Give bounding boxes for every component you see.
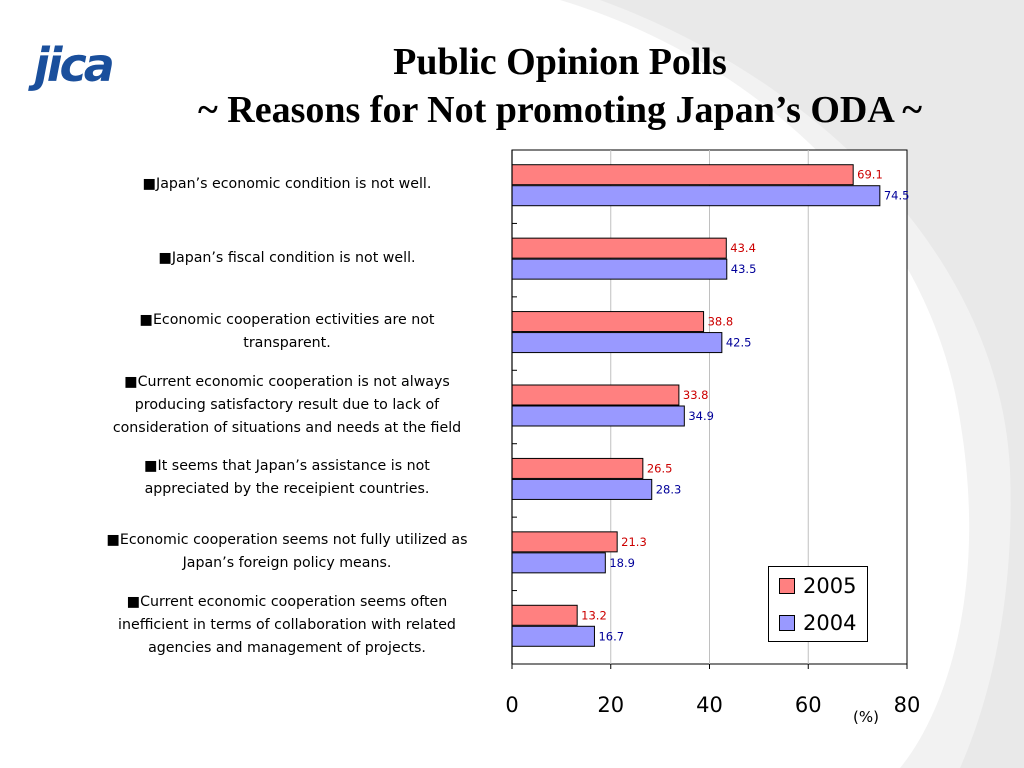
data-label-2005: 33.8 [683,388,709,402]
x-tick-label: 0 [505,693,518,717]
jica-logo: jica [34,32,120,94]
category-label: ■Japan’s fiscal condition is not well. [158,249,416,266]
legend-swatch-2004 [779,615,795,631]
category-label: ■Economic cooperation seems not fully ut… [106,531,468,571]
x-tick-label: 40 [696,693,723,717]
data-label-2004: 28.3 [656,482,682,496]
data-label-2005: 21.3 [621,535,647,549]
data-label-2004: 18.9 [609,556,635,570]
category-label: ■Japan’s economic condition is not well. [142,176,432,193]
category-label: ■Current economic cooperation seems ofte… [118,593,456,656]
chart-legend: 2005 2004 [768,566,868,642]
data-label-2004: 74.5 [884,189,910,203]
data-label-2004: 42.5 [726,336,752,350]
logo-text: jica [34,38,115,92]
title-line-2: ~ Reasons for Not promoting Japan’s ODA … [198,89,922,131]
legend-item-2004: 2004 [779,609,856,637]
legend-swatch-2005 [779,578,795,594]
data-label-2005: 13.2 [581,608,607,622]
bar-2004 [511,552,606,574]
slide-title: Public Opinion Polls ~ Reasons for Not p… [100,38,1020,134]
bar-2005 [511,457,644,479]
legend-label-2004: 2004 [803,611,857,635]
bar-2005 [511,164,854,186]
data-label-2005: 43.4 [730,241,756,255]
x-tick-label: 20 [597,693,624,717]
bar-2004 [511,258,728,280]
data-label-2004: 43.5 [731,262,757,276]
category-label: ■Current economic cooperation is not alw… [112,373,462,436]
legend-label-2005: 2005 [803,574,857,598]
data-label-2005: 69.1 [857,168,883,182]
x-tick-label: 60 [795,693,822,717]
bar-2004 [511,478,653,500]
bar-2004 [511,405,685,427]
bar-2005 [511,604,578,626]
bar-2005 [511,531,618,553]
legend-item-2005: 2005 [779,572,856,600]
bar-2004 [511,332,723,354]
category-label: ■It seems that Japan’s assistance is not… [144,458,430,498]
x-axis-unit: (%) [853,708,879,726]
x-tick-label: 80 [894,693,921,717]
bar-2004 [511,185,881,207]
data-label-2004: 16.7 [598,629,624,643]
title-line-1: Public Opinion Polls [393,41,727,83]
bar-2005 [511,311,705,333]
data-label-2005: 38.8 [708,315,734,329]
category-label: ■Economic cooperation ectivities are not… [139,311,435,351]
data-label-2005: 26.5 [647,461,673,475]
bar-2004 [511,625,595,647]
bar-2005 [511,237,727,259]
data-label-2004: 34.9 [688,409,714,423]
bar-2005 [511,384,680,406]
